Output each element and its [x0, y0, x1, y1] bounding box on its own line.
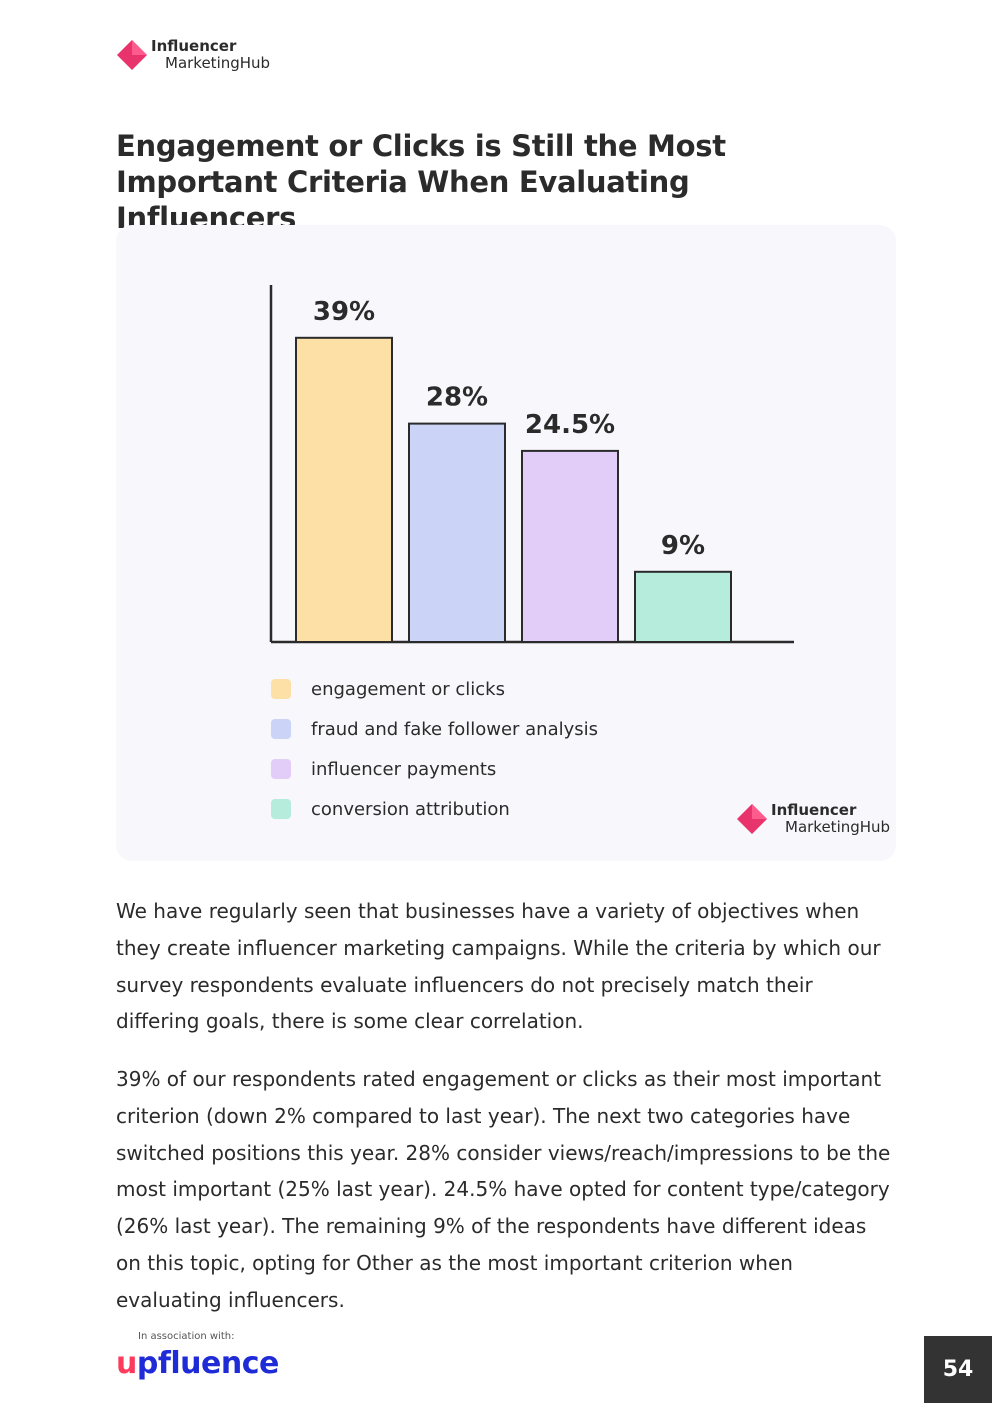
legend-label: influencer payments: [311, 758, 497, 780]
legend-item: fraud and fake follower analysis: [271, 709, 598, 749]
legend-label: fraud and fake follower analysis: [311, 718, 599, 740]
legend-item: engagement or clicks: [271, 669, 598, 709]
brand-logo-icon: [737, 804, 767, 834]
bar: [634, 570, 732, 643]
bar-value-label: 9%: [661, 531, 705, 561]
bar: [295, 336, 393, 644]
brand-name-line1: Influencer: [151, 37, 237, 55]
chart-legend: engagement or clicks fraud and fake foll…: [271, 669, 598, 829]
legend-item: conversion attribution: [271, 789, 598, 829]
association-label: In association with:: [138, 1331, 235, 1342]
legend-swatch: [271, 799, 291, 819]
brand-logo-icon: [117, 40, 147, 70]
chart-card: 39% 28% 24.5% 9% engagement or clicks fraud…: [116, 225, 896, 861]
legend-label: engagement or clicks: [311, 678, 505, 700]
page-title: Engagement or Clicks is Still the Most I…: [116, 129, 726, 235]
partner-logo: upfluence: [116, 1346, 279, 1381]
bar-value-label: 28%: [426, 383, 488, 413]
legend-swatch: [271, 679, 291, 699]
brand-name-line2: MarketingHub: [165, 54, 271, 72]
body-paragraph-2: 39% of our respondents rated engagement …: [116, 1067, 891, 1312]
legend-swatch: [271, 719, 291, 739]
brand-logo: Influencer MarketingHub: [115, 38, 270, 72]
legend-swatch: [271, 759, 291, 779]
body-paragraph-1: We have regularly seen that businesses h…: [116, 899, 881, 1034]
bar: [521, 449, 619, 643]
bar-value-label: 24.5%: [525, 410, 615, 440]
page-number: 54: [924, 1336, 992, 1403]
legend-label: conversion attribution: [311, 798, 510, 820]
chart-brand-logo: Influencer MarketingHub: [735, 802, 890, 836]
bar: [408, 422, 506, 643]
brand-name-line1: Influencer: [771, 801, 857, 819]
legend-item: influencer payments: [271, 749, 598, 789]
brand-name-line2: MarketingHub: [785, 818, 891, 836]
bar-chart: 39% 28% 24.5% 9%: [269, 285, 794, 644]
bar-value-label: 39%: [313, 297, 375, 327]
